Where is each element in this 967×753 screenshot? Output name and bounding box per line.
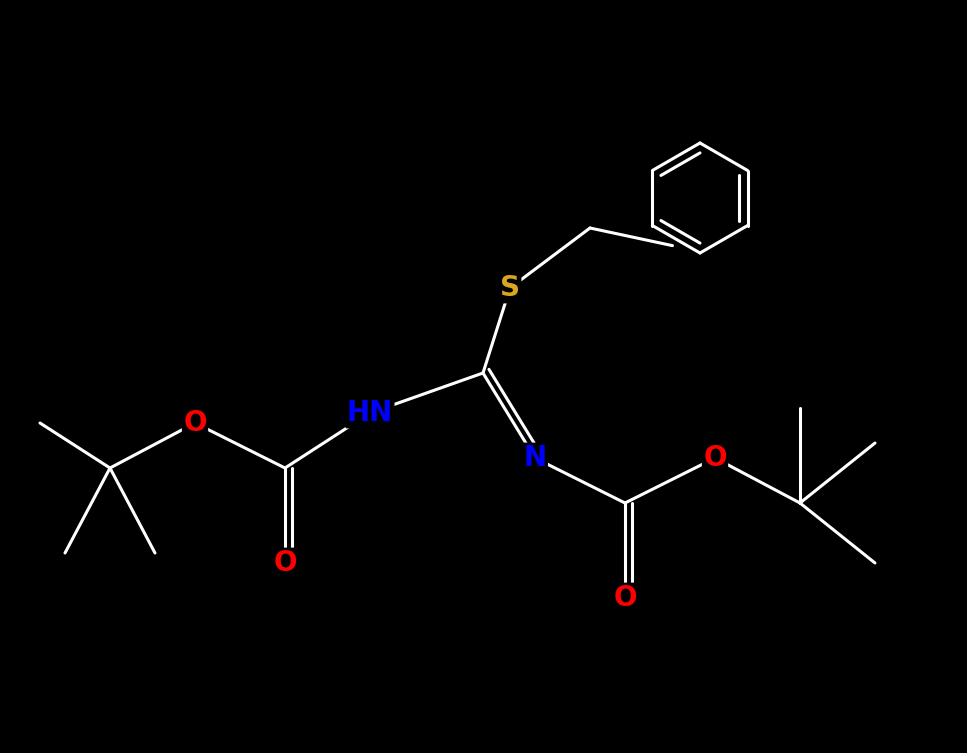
Text: O: O [274, 549, 297, 577]
Text: O: O [613, 584, 636, 612]
Text: N: N [523, 444, 546, 472]
Text: O: O [184, 409, 207, 437]
Text: HN: HN [347, 399, 394, 427]
Text: O: O [703, 444, 727, 472]
Text: S: S [500, 274, 520, 302]
